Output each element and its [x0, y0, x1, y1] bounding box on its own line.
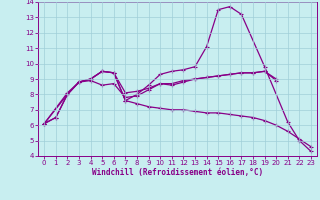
X-axis label: Windchill (Refroidissement éolien,°C): Windchill (Refroidissement éolien,°C) — [92, 168, 263, 177]
